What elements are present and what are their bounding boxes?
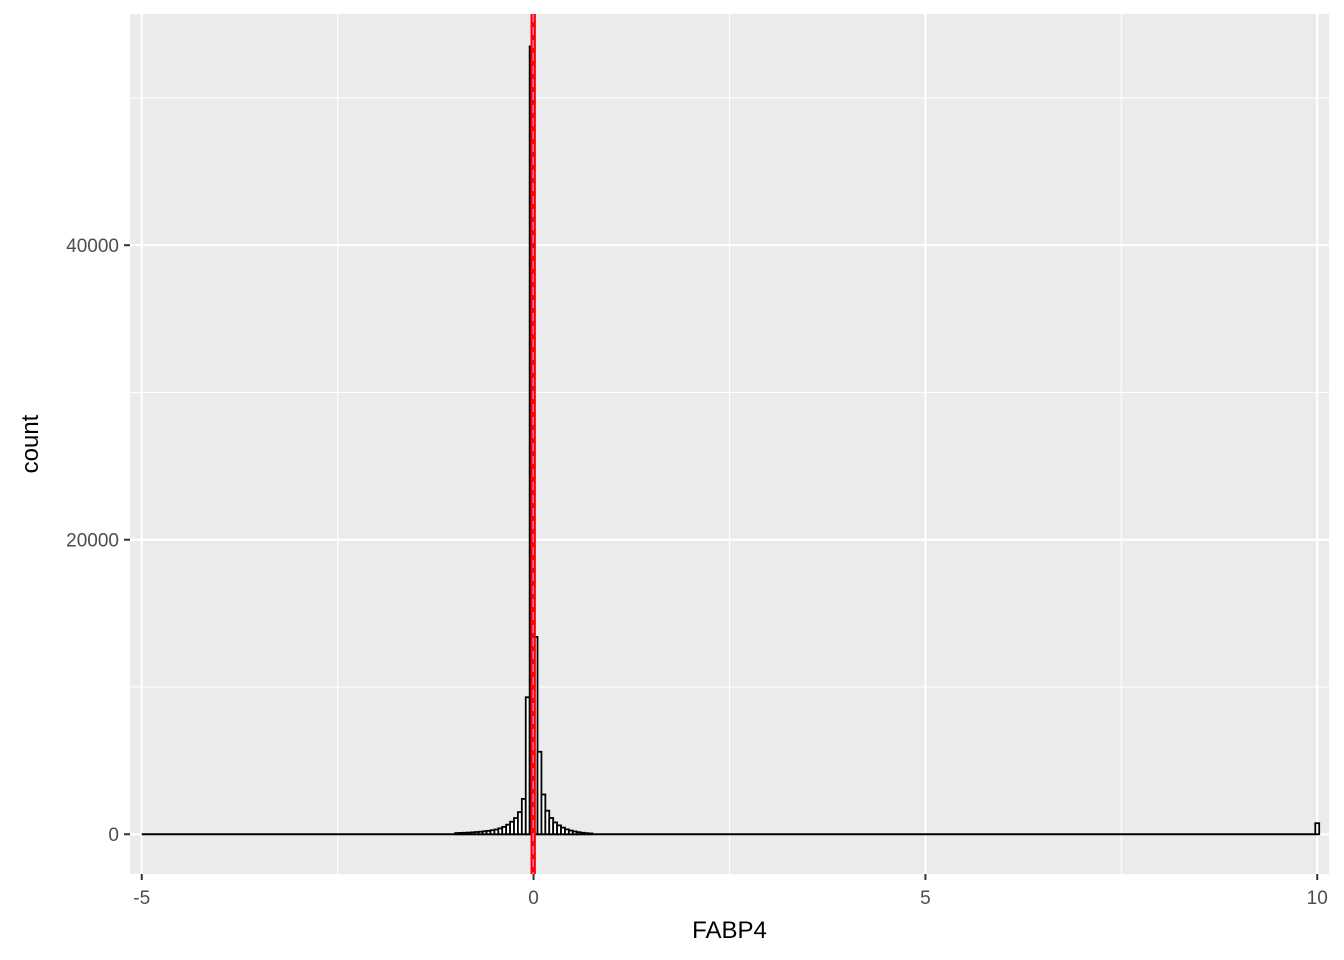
histogram-bar	[587, 832, 594, 836]
x-axis-title: FABP4	[692, 917, 767, 944]
y-axis-title: count	[17, 414, 44, 473]
reference-lines	[530, 14, 536, 874]
y-tick-label: 40000	[66, 236, 119, 257]
x-tick-label: 5	[920, 888, 931, 909]
histogram-bar	[536, 750, 543, 836]
y-tick-label: 20000	[66, 531, 119, 552]
x-tick-label: 10	[1307, 888, 1328, 909]
y-tick-label: 0	[108, 825, 119, 846]
histogram-bar	[1314, 822, 1321, 836]
x-axis: -5 0 5 10	[133, 874, 1328, 909]
y-axis: 0 20000 40000	[66, 236, 130, 846]
x-tick-label: 0	[528, 888, 539, 909]
x-tick-label: -5	[133, 888, 150, 909]
